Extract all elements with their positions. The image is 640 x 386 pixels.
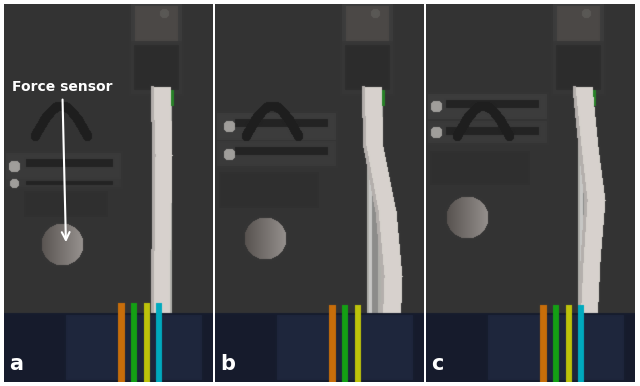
Text: b: b <box>220 354 235 374</box>
Text: Force sensor: Force sensor <box>12 80 113 240</box>
Text: a: a <box>9 354 23 374</box>
Text: c: c <box>431 354 444 374</box>
